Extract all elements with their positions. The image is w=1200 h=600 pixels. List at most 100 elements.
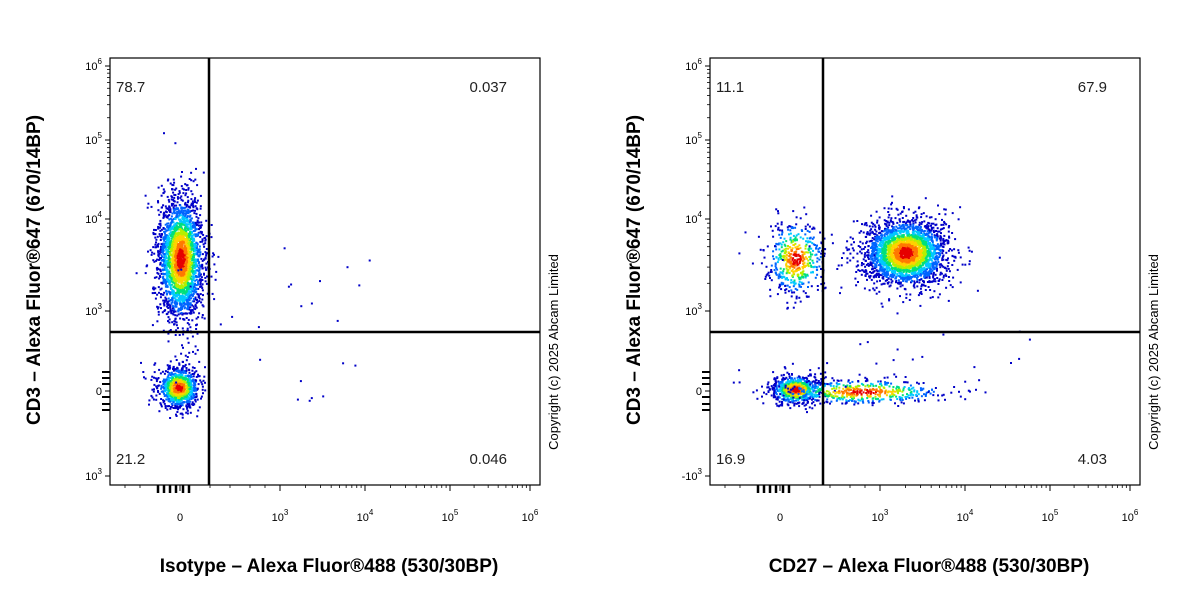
event-dot	[182, 304, 185, 307]
event-dot	[196, 275, 199, 278]
event-dot	[792, 285, 795, 288]
event-dot	[179, 376, 182, 379]
event-dot	[780, 221, 783, 224]
event-dot	[775, 242, 778, 245]
event-dot	[167, 374, 170, 377]
event-dot	[871, 251, 874, 254]
event-dot	[852, 220, 855, 223]
event-dot	[790, 295, 793, 298]
event-dot	[177, 313, 180, 316]
event-dot	[173, 261, 176, 264]
event-dot	[800, 258, 802, 261]
event-dot	[162, 299, 165, 302]
x-tick-exp: 6	[1134, 508, 1139, 517]
event-dot	[175, 187, 178, 190]
event-dot	[162, 391, 165, 394]
event-dot	[189, 388, 192, 390]
event-dot	[187, 375, 190, 378]
plot-frame	[109, 57, 541, 486]
event-dot	[179, 231, 182, 234]
event-dot	[176, 327, 179, 330]
event-dot	[168, 372, 171, 375]
event-dot	[174, 264, 177, 267]
event-dot	[169, 272, 172, 275]
event-dot	[163, 372, 166, 375]
y-tick-base: 10	[85, 306, 97, 318]
event-dot	[180, 402, 183, 405]
event-dot	[804, 247, 807, 250]
event-dot	[184, 281, 187, 284]
event-dot	[878, 263, 881, 266]
event-dot	[188, 236, 191, 239]
event-dot	[191, 290, 194, 293]
event-dot	[163, 400, 166, 403]
event-dot	[190, 383, 193, 386]
event-dot	[170, 406, 172, 409]
event-dot	[188, 404, 191, 407]
event-dot	[784, 251, 787, 254]
event-dot	[774, 265, 777, 268]
event-dot	[199, 285, 202, 288]
event-dot	[165, 394, 168, 397]
event-dot	[173, 373, 176, 376]
event-dot	[795, 255, 798, 258]
x-tick-label: 104	[957, 508, 974, 524]
event-dot	[182, 274, 185, 277]
event-dot	[172, 238, 175, 241]
event-dot	[172, 198, 175, 201]
event-dot	[198, 261, 201, 264]
event-dot	[784, 250, 787, 253]
event-dot	[180, 185, 183, 188]
event-dot	[811, 259, 814, 262]
event-dot	[204, 239, 207, 242]
event-dot	[162, 248, 165, 251]
event-dot	[176, 277, 179, 280]
event-dot	[158, 258, 160, 261]
event-dot	[159, 248, 162, 251]
event-dot	[875, 238, 878, 241]
event-dot	[159, 239, 162, 241]
event-dot	[180, 209, 183, 212]
event-dot	[182, 291, 185, 294]
event-dot	[181, 270, 184, 273]
y-tick-exp: 5	[98, 131, 103, 140]
event-dot	[799, 276, 802, 279]
event-dot	[200, 232, 203, 235]
event-dot	[166, 207, 169, 210]
event-dot	[805, 240, 807, 243]
event-dot	[815, 253, 818, 256]
event-dot	[193, 284, 196, 286]
event-dot	[172, 407, 175, 409]
event-dot	[777, 210, 779, 213]
event-dot	[177, 382, 180, 385]
event-dot	[204, 251, 207, 254]
event-dot	[203, 375, 206, 378]
event-dot	[169, 308, 172, 311]
event-dot	[896, 287, 899, 290]
event-dot	[195, 233, 198, 236]
event-dot	[156, 258, 159, 261]
event-dot	[204, 266, 207, 269]
event-dot	[179, 239, 182, 242]
event-dot	[184, 278, 187, 280]
event-dot	[178, 250, 180, 253]
event-dot	[175, 204, 178, 207]
event-dot	[920, 290, 923, 293]
event-dot	[816, 273, 819, 276]
event-dot	[184, 247, 187, 250]
event-dot	[181, 227, 184, 230]
event-dot	[183, 318, 186, 321]
event-dot	[873, 224, 876, 227]
event-dot	[172, 191, 175, 194]
event-dot	[192, 305, 195, 308]
event-dot	[185, 398, 188, 401]
event-dot	[788, 255, 791, 258]
event-dot	[193, 259, 196, 262]
event-dot	[159, 229, 162, 232]
event-dot	[173, 181, 176, 184]
event-dot	[167, 214, 170, 217]
event-dot	[192, 209, 194, 212]
event-dot	[205, 268, 208, 271]
event-dot	[157, 310, 160, 313]
event-dot	[193, 248, 196, 251]
